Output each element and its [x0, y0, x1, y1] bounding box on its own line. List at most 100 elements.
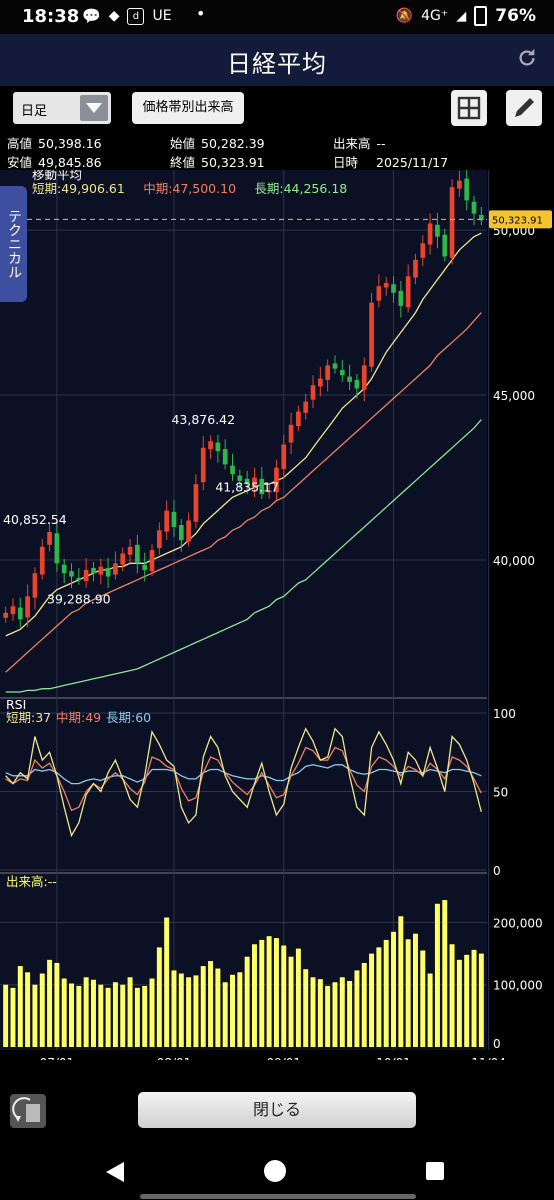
network-label: 4G⁺ — [421, 8, 449, 24]
layout-grid-button[interactable] — [451, 90, 487, 126]
x-tick-label: 09/01 — [266, 1056, 301, 1060]
volume-bar — [32, 984, 38, 1047]
candle-body — [127, 546, 133, 555]
candle-body — [156, 530, 162, 549]
candle-body — [237, 475, 243, 481]
pencil-icon — [515, 98, 534, 117]
volume-tick-label: 200,000 — [493, 916, 543, 930]
volume-bar — [156, 947, 162, 1047]
technical-tab[interactable]: テクニカル — [0, 186, 27, 302]
d-app-icon: d — [127, 7, 145, 25]
volume-bar — [295, 948, 301, 1047]
close-button[interactable]: 閉じる — [138, 1092, 416, 1128]
candle-body — [449, 187, 455, 258]
x-tick-label: 10/01 — [376, 1056, 411, 1060]
rotate-icon — [12, 1097, 40, 1122]
ma-legend-label: 短期:49,906.61 — [32, 181, 125, 196]
period-select[interactable]: 日足 — [13, 92, 111, 124]
rotate-button[interactable] — [10, 1094, 46, 1128]
candle-body — [252, 477, 257, 486]
volume-bar — [405, 939, 411, 1047]
volume-bar — [412, 933, 418, 1047]
candle-body — [39, 546, 45, 575]
rsi-tick-label: 0 — [493, 864, 501, 878]
candle-body — [178, 525, 184, 541]
chart-area[interactable]: 07/01 08/01 09/01 10/01 11/04 40,000 45,000 50,… — [0, 170, 554, 1060]
price-panel-bg — [0, 170, 487, 697]
candle-body — [274, 467, 279, 493]
candle-body — [164, 510, 170, 532]
candle-body — [354, 379, 360, 389]
volume-bar — [134, 987, 140, 1047]
volume-bar — [237, 972, 243, 1047]
volume-bar — [449, 944, 455, 1047]
status-app-icons: 💬 ◆ d UE — [82, 7, 172, 25]
volume-bar — [142, 985, 148, 1047]
last-price-badge — [489, 210, 552, 229]
candle-body — [339, 369, 345, 376]
volume-bar — [266, 936, 272, 1047]
back-icon[interactable] — [104, 1160, 126, 1184]
volume-bar — [61, 978, 67, 1047]
high-label: 高値 — [7, 136, 33, 151]
volume-bar — [98, 984, 104, 1047]
candle-body — [347, 376, 352, 382]
price-annotation: 39,288.90 — [47, 591, 111, 606]
ma-legend-label: 長期:44,256.18 — [254, 181, 347, 196]
x-tick-label: 08/01 — [157, 1056, 192, 1060]
volume-bar — [383, 939, 389, 1047]
volume-by-price-button[interactable]: 価格帯別出来高 — [132, 92, 244, 124]
volume-bar — [288, 956, 294, 1047]
home-icon[interactable] — [263, 1159, 287, 1183]
rsi-title: RSI — [6, 697, 26, 712]
candle-body — [47, 531, 52, 545]
candle-body — [442, 234, 448, 257]
volume-bar — [273, 938, 279, 1047]
period-select-value: 日足 — [21, 104, 48, 119]
rsi-tick-label: 50 — [493, 786, 508, 800]
candle-body — [420, 243, 426, 258]
candle-body — [208, 441, 213, 450]
info-volume: 出来高 -- — [333, 133, 386, 152]
refresh-icon[interactable] — [516, 47, 538, 69]
candle-body — [91, 567, 96, 574]
volume-zero-label: 0 — [493, 1037, 501, 1051]
candle-body — [142, 564, 148, 570]
candle-body — [296, 411, 301, 427]
rsi-legend-label: 長期:60 — [106, 710, 151, 725]
last-price-label: 50,323.91 — [492, 215, 543, 226]
volume-bar — [105, 987, 111, 1047]
candle-body — [186, 520, 191, 542]
candle-body — [54, 533, 60, 564]
price-tick-label: 40,000 — [493, 554, 535, 568]
ma-mid-line — [5, 312, 482, 673]
candle-body — [69, 571, 74, 577]
candle-body — [383, 282, 389, 288]
volume-bar — [354, 970, 360, 1047]
volume-bar — [164, 917, 170, 1047]
volume-bar — [149, 978, 155, 1047]
info-date: 日時 2025/11/17 — [333, 152, 448, 171]
draw-tool-button[interactable] — [506, 90, 542, 126]
volume-bar — [361, 962, 367, 1047]
volume-bar — [369, 953, 375, 1047]
candle-body — [244, 478, 250, 485]
candle-body — [413, 259, 418, 278]
candle-body — [222, 449, 228, 465]
high-value: 50,398.16 — [38, 136, 102, 151]
candle-body — [427, 223, 433, 245]
candle-body — [32, 573, 38, 598]
volume-bar — [303, 969, 309, 1047]
info-open: 始値 50,282.39 — [170, 133, 265, 152]
volume-bar — [398, 916, 404, 1047]
low-label: 安値 — [7, 155, 33, 170]
candle-body — [98, 566, 104, 575]
rsi-long-line — [5, 764, 482, 785]
volume-bar — [200, 966, 206, 1047]
recents-icon[interactable] — [425, 1161, 445, 1181]
volume-bar — [17, 966, 23, 1047]
ma-long-line — [5, 419, 482, 693]
gesture-bar — [140, 1194, 416, 1199]
candle-body — [369, 302, 374, 367]
candle-body — [10, 606, 16, 615]
